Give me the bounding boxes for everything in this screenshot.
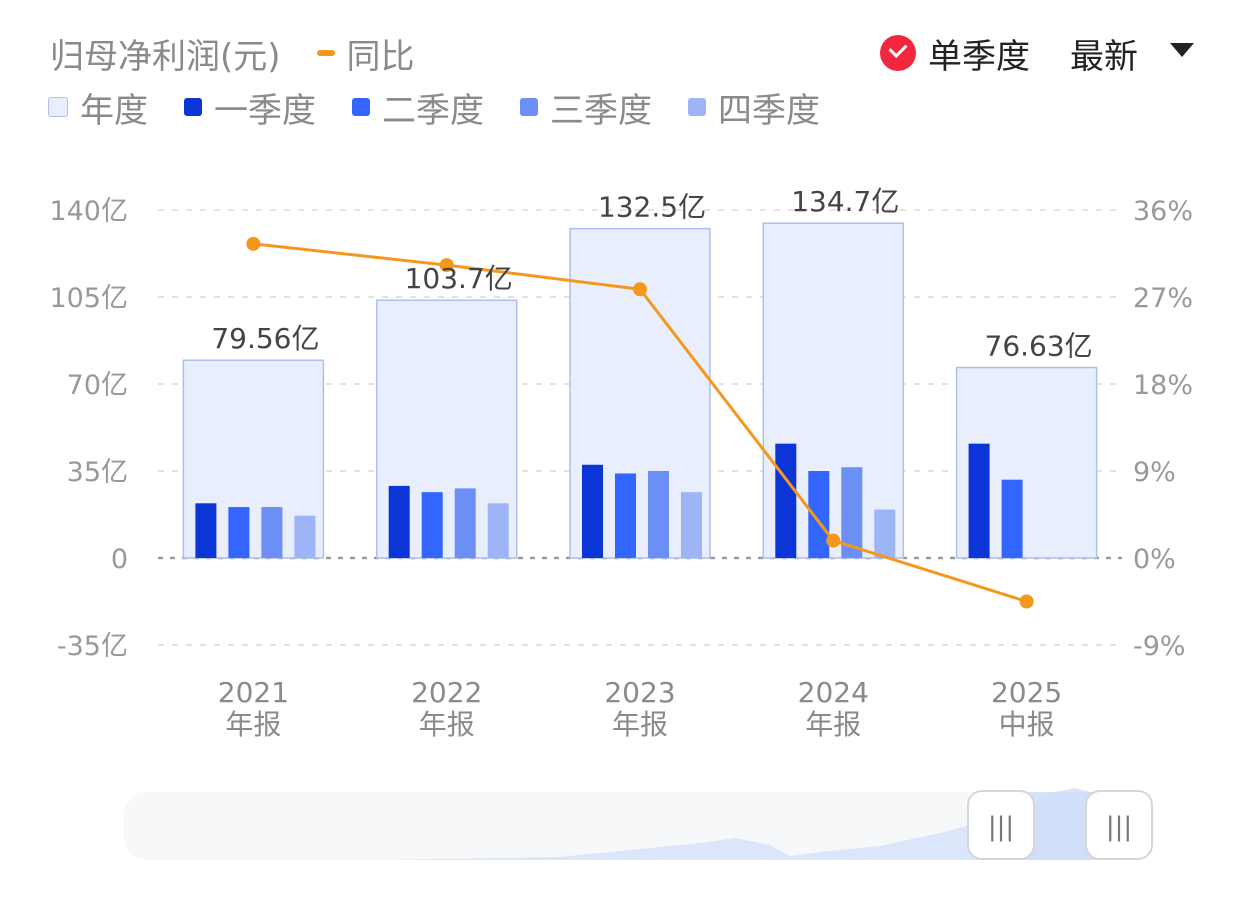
legend-yoy-label: 同比: [346, 36, 415, 77]
quarter-bar-3: [261, 507, 283, 558]
yoy-point: [246, 236, 261, 251]
quarter-bar-4: [874, 509, 896, 558]
slider-preview-area: [380, 788, 1100, 860]
quarter-bar-3: [841, 467, 863, 558]
yoy-point: [633, 282, 647, 297]
y-left-tick-label: -35亿: [57, 631, 128, 662]
annual-value-label: 79.56亿: [211, 322, 319, 355]
y-left-tick-label: 70亿: [67, 370, 128, 401]
x-tick-kind: 年报: [419, 708, 475, 741]
value-labels: 79.56亿 103.7亿 132.5亿 134.7亿 76.63亿: [211, 185, 1092, 362]
single-quarter-toggle[interactable]: 单季度: [928, 36, 1030, 77]
x-tick-year: 2025: [991, 676, 1062, 709]
legend-label-q1: 一季度: [214, 90, 316, 131]
legend-item-annual[interactable]: 年度: [48, 83, 148, 132]
legend-item-q3[interactable]: 三季度: [520, 83, 652, 132]
quarter-bar-3: [454, 488, 476, 558]
y-right-tick-label: 36%: [1133, 196, 1193, 227]
x-tick-year: 2021: [218, 676, 289, 709]
annual-value-label: 132.5亿: [598, 191, 706, 224]
annual-value-label: 103.7亿: [405, 262, 513, 295]
legend-item-q4[interactable]: 四季度: [688, 83, 820, 132]
quarter-bar-4: [681, 492, 702, 558]
chart-controls: 单季度 最新: [880, 26, 1194, 80]
quarter-bar-2: [615, 473, 636, 558]
quarter-bar-1: [582, 464, 603, 558]
slider-handle-grip-icon: |||: [1106, 812, 1132, 842]
legend-primary-label: 归母净利润(元): [50, 36, 281, 77]
period-dropdown[interactable]: 最新: [1070, 36, 1138, 77]
quarter-bar-2: [228, 507, 250, 558]
legend-label-q3: 三季度: [550, 90, 652, 131]
quarter-bar-2: [808, 471, 830, 558]
x-tick-kind: 年报: [225, 708, 281, 741]
legend-swatch-q4: [688, 98, 706, 116]
y-left-tick-label: 0: [111, 544, 128, 575]
quarter-bar-1: [968, 443, 990, 558]
quarter-bar-2: [1001, 479, 1023, 558]
quarter-bar-4: [294, 515, 316, 558]
legend-label-q2: 二季度: [382, 90, 484, 131]
yoy-point: [826, 533, 841, 548]
annual-value-label: 76.63亿: [985, 330, 1093, 363]
y-right-tick-label: -9%: [1133, 631, 1186, 662]
x-tick-kind: 年报: [805, 708, 861, 741]
legend-item-q1[interactable]: 一季度: [184, 83, 316, 132]
slider-handle[interactable]: [967, 790, 1035, 860]
range-slider[interactable]: ||| |||: [124, 788, 1154, 860]
yoy-point: [439, 258, 454, 273]
y-left-tick-label: 35亿: [67, 457, 128, 488]
x-tick-year: 2022: [411, 676, 482, 709]
legend-swatch-q3: [520, 98, 538, 116]
yoy-line: [246, 236, 1034, 609]
legend-swatch-annual: [48, 97, 68, 117]
legend-label-annual: 年度: [80, 90, 148, 131]
y-right-tick-label: 18%: [1133, 370, 1193, 401]
legend-swatch-q1: [184, 98, 202, 116]
legend-top: 归母净利润(元) 同比: [50, 28, 415, 78]
legend-series: 年度 一季度 二季度 三季度 四季度: [48, 82, 856, 132]
y-left-tick-label: 105亿: [49, 283, 128, 314]
y-left-tick-label: 140亿: [49, 196, 128, 227]
quarter-bar-4: [487, 503, 509, 558]
quarter-bar-3: [648, 471, 669, 558]
quarter-bar-2: [421, 492, 443, 558]
x-tick-year: 2023: [604, 676, 675, 709]
quarter-bar-1: [388, 485, 410, 558]
y-right-tick-label: 0%: [1133, 544, 1176, 575]
slider-handle-grip-icon: |||: [988, 812, 1014, 842]
x-tick-kind: 年报: [612, 708, 668, 741]
single-quarter-check-icon[interactable]: [880, 35, 916, 71]
axis-ticks: 140亿 105亿 70亿 35亿 0 -35亿 36% 27% 18% 9% 0% -9%: [49, 196, 1193, 662]
bars: [182, 222, 1098, 559]
legend-label-q4: 四季度: [718, 90, 820, 131]
quarter-bar-1: [775, 443, 797, 558]
legend-yoy-marker: [316, 50, 335, 56]
x-tick-year: 2024: [798, 676, 869, 709]
annual-value-label: 134.7亿: [791, 185, 899, 218]
legend-swatch-q2: [352, 98, 370, 116]
caret-down-icon[interactable]: [1170, 43, 1194, 57]
y-right-tick-label: 9%: [1133, 457, 1176, 488]
quarter-bar-1: [195, 503, 217, 558]
legend-item-q2[interactable]: 二季度: [352, 83, 484, 132]
y-right-tick-label: 27%: [1133, 283, 1193, 314]
yoy-point: [1019, 594, 1034, 609]
x-tick-kind: 中报: [999, 708, 1055, 741]
slider-handle[interactable]: [1085, 790, 1153, 860]
